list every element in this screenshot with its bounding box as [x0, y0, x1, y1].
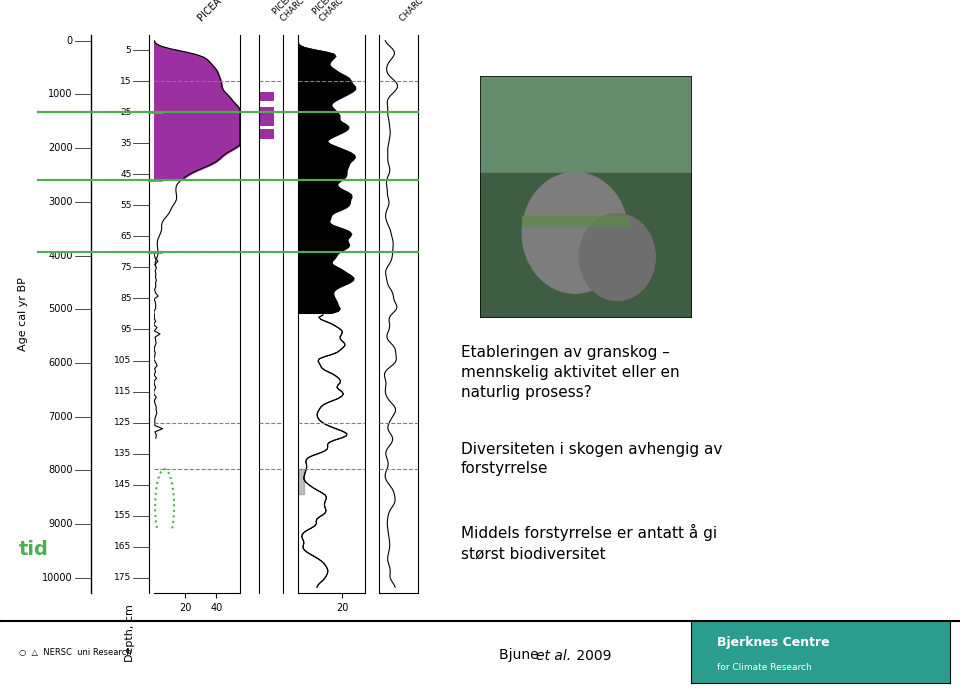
Text: Bjune: Bjune: [499, 649, 543, 662]
Text: 175: 175: [114, 573, 132, 582]
Text: PICEA STOMATA
CHARCOAL DUST: PICEA STOMATA CHARCOAL DUST: [311, 0, 375, 23]
Text: 6000: 6000: [48, 358, 73, 368]
Text: 2000: 2000: [48, 143, 73, 153]
Text: tid: tid: [19, 540, 49, 559]
Text: 8000: 8000: [48, 466, 73, 475]
Text: et al.: et al.: [536, 649, 571, 662]
Bar: [259, 92, 274, 101]
Text: Diversiteten i skogen avhengig av
forstyrrelse: Diversiteten i skogen avhengig av forsty…: [461, 442, 722, 476]
Circle shape: [579, 213, 656, 301]
Text: 105: 105: [114, 356, 132, 365]
Text: 1000: 1000: [48, 90, 73, 99]
Text: 4000: 4000: [48, 250, 73, 261]
Bar: [259, 129, 274, 139]
Text: 0: 0: [66, 36, 73, 46]
Text: Age cal yr BP: Age cal yr BP: [17, 277, 28, 351]
Text: 135: 135: [114, 449, 132, 458]
Text: 75: 75: [120, 263, 132, 272]
Bar: [259, 117, 274, 126]
Text: ○  △  NERSC  uni Research: ○ △ NERSC uni Research: [19, 647, 132, 657]
Text: 9000: 9000: [48, 519, 73, 529]
Text: for Climate Research: for Climate Research: [717, 663, 812, 672]
Text: 7000: 7000: [48, 412, 73, 422]
Text: 5000: 5000: [48, 304, 73, 314]
Text: Etableringen av granskog –
mennskelig aktivitet eller en
naturlig prosess?: Etableringen av granskog – mennskelig ak…: [461, 345, 680, 400]
Text: 155: 155: [114, 511, 132, 520]
Text: 55: 55: [120, 201, 132, 210]
Text: 45: 45: [120, 170, 132, 179]
Text: 165: 165: [114, 542, 132, 551]
Text: 35: 35: [120, 139, 132, 148]
Text: PICEA ABIES: PICEA ABIES: [197, 0, 247, 23]
Text: PICEA STOMATA
CHARCOAL DUST: PICEA STOMATA CHARCOAL DUST: [272, 0, 336, 23]
Text: 95: 95: [120, 325, 132, 334]
Text: 65: 65: [120, 232, 132, 241]
Text: 85: 85: [120, 294, 132, 303]
Text: 10000: 10000: [42, 573, 73, 583]
Text: 15: 15: [120, 77, 132, 86]
Text: 25: 25: [120, 108, 132, 117]
Text: 3000: 3000: [48, 197, 73, 207]
Text: CHARCOAL DUST >60: CHARCOAL DUST >60: [398, 0, 469, 23]
Text: 115: 115: [114, 387, 132, 396]
Text: 125: 125: [114, 418, 132, 427]
Text: 2009: 2009: [572, 649, 612, 662]
Text: Depth, cm: Depth, cm: [125, 604, 134, 662]
Circle shape: [522, 172, 628, 293]
Text: Bjerknes Centre: Bjerknes Centre: [717, 636, 829, 649]
Text: 145: 145: [114, 480, 132, 489]
Bar: [259, 108, 274, 117]
Text: 5: 5: [126, 46, 132, 55]
Text: Middels forstyrrelse er antatt å gi
størst biodiversitet: Middels forstyrrelse er antatt å gi stør…: [461, 524, 717, 561]
